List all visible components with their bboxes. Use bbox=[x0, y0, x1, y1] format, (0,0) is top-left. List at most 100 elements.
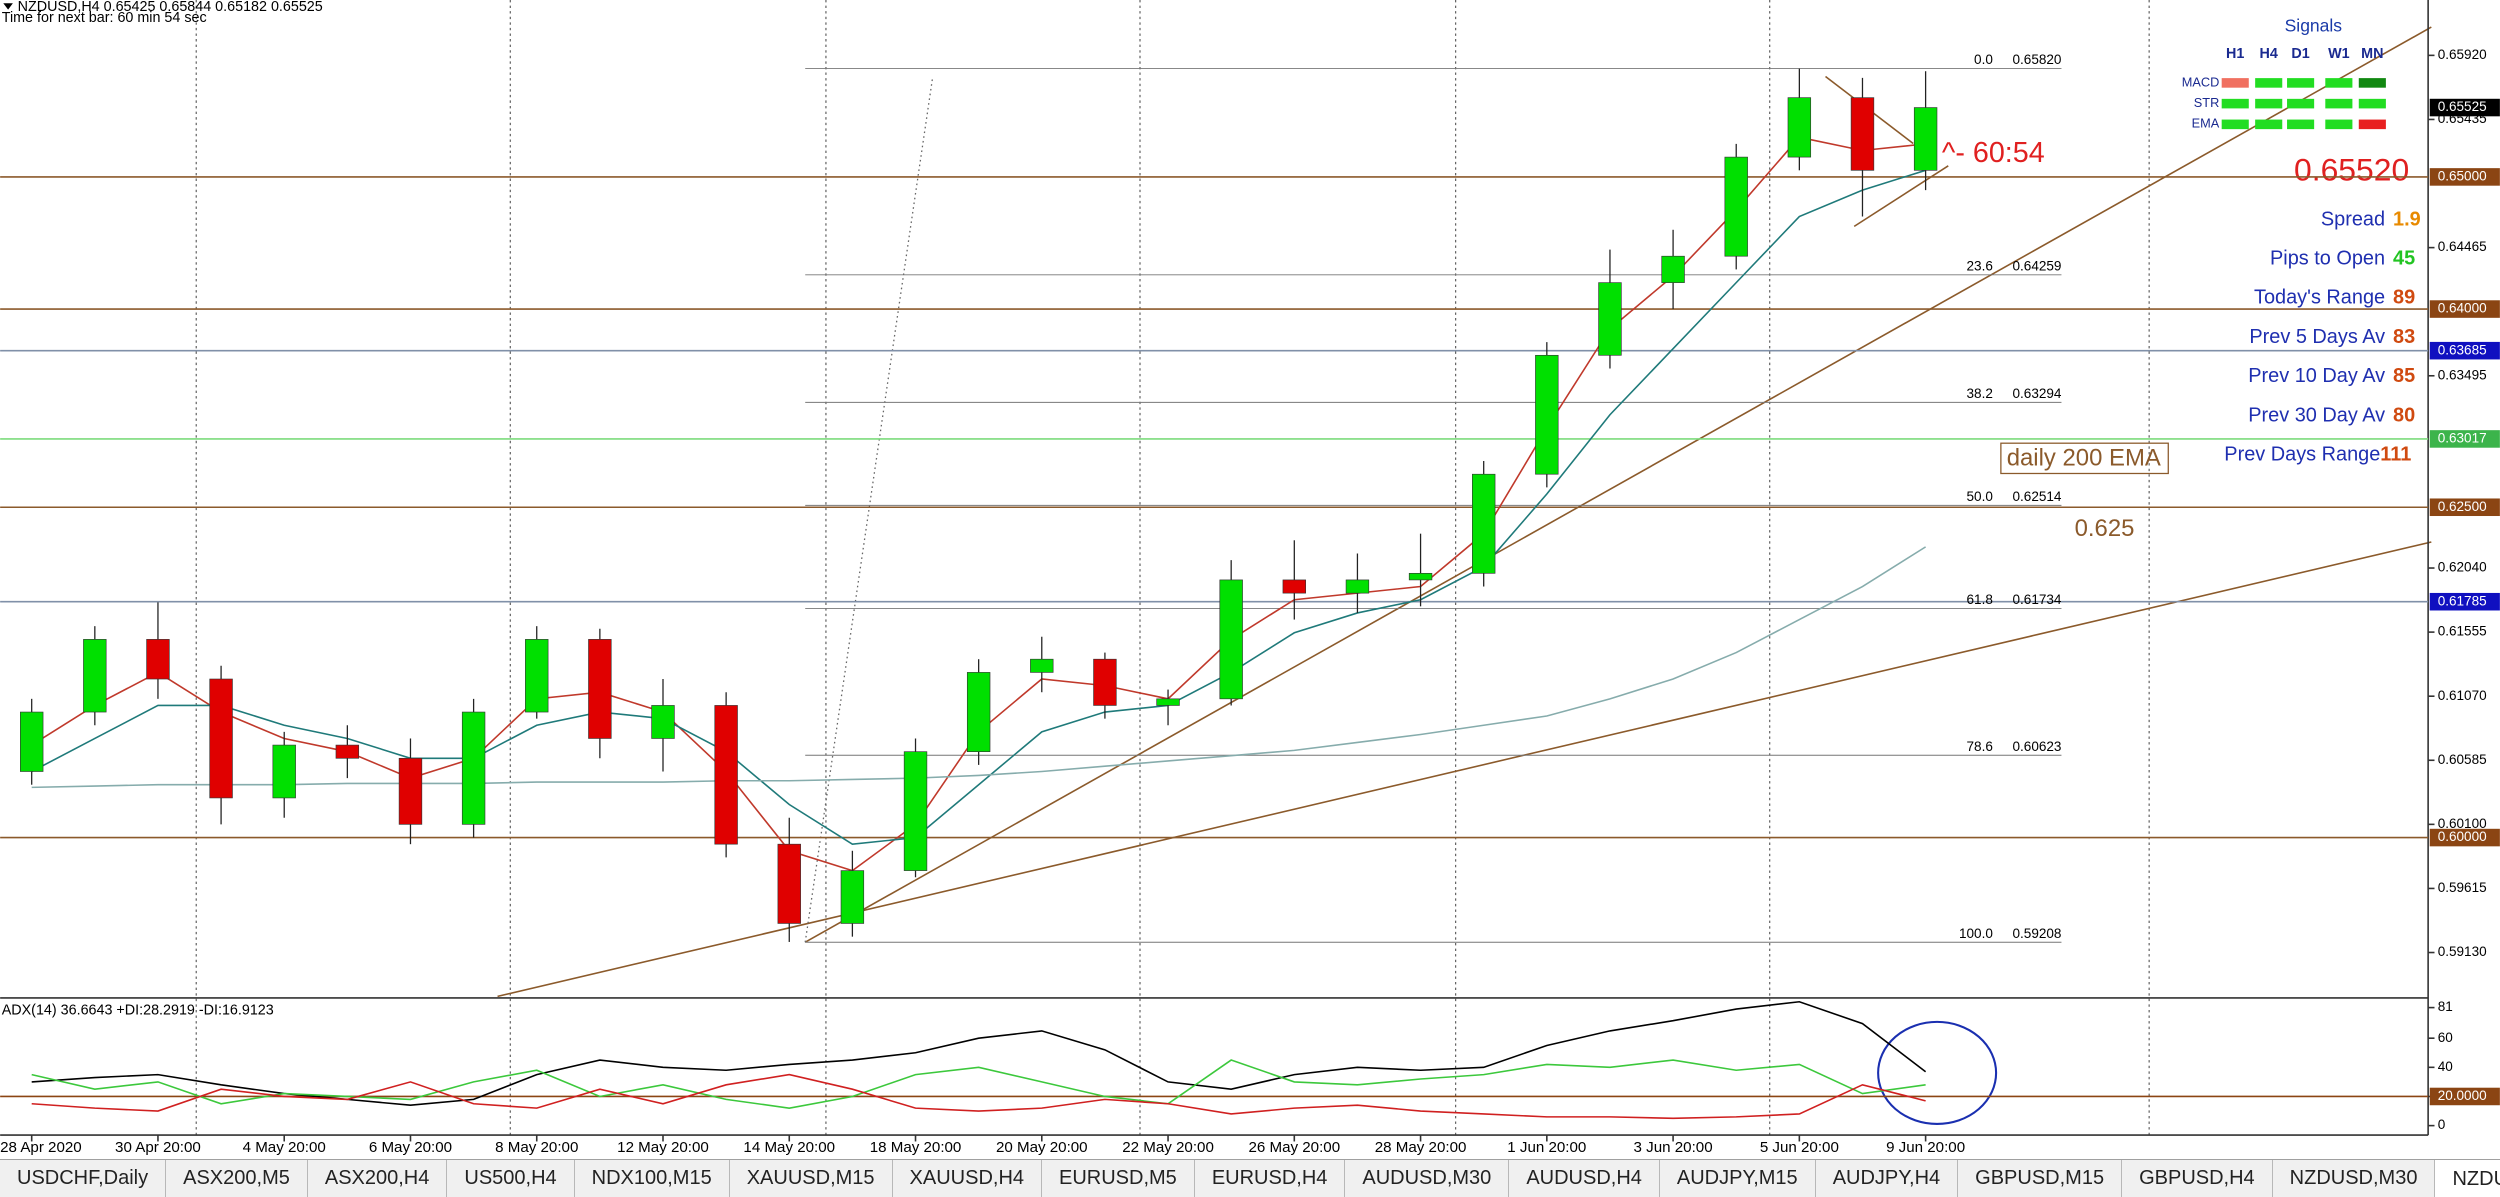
fib-level: 100.0 bbox=[1959, 926, 1993, 941]
tab[interactable]: AUDUSD,H4 bbox=[1509, 1160, 1660, 1197]
tab[interactable]: NZDUSD,H4 bbox=[2435, 1160, 2500, 1197]
candle-body bbox=[840, 870, 865, 924]
signal-box bbox=[2358, 119, 2386, 130]
fib-level: 78.6 bbox=[1967, 739, 1993, 754]
tab[interactable]: GBPUSD,H4 bbox=[2122, 1160, 2273, 1197]
stat-value: 89 bbox=[2393, 287, 2415, 309]
ema-label: daily 200 EMA bbox=[2007, 444, 2161, 471]
level-label-box bbox=[2429, 430, 2500, 448]
tab[interactable]: AUDJPY,M15 bbox=[1660, 1160, 1816, 1197]
symbol-line: NZDUSD,H4 0.65425 0.65844 0.65182 0.6552… bbox=[18, 0, 323, 15]
tab[interactable]: EURUSD,M5 bbox=[1042, 1160, 1195, 1197]
fib-price: 0.64259 bbox=[2012, 258, 2061, 273]
tab[interactable]: EURUSD,H4 bbox=[1195, 1160, 1346, 1197]
collapse-icon bbox=[3, 3, 13, 10]
signal-box bbox=[2325, 78, 2353, 88]
candle-body bbox=[1598, 282, 1622, 356]
candle-body bbox=[461, 711, 486, 825]
tab-bar: USDCHF,Daily ASX200,M5 ASX200,H4 US500,H4 ND… bbox=[0, 1159, 2500, 1197]
tab[interactable]: NZDUSD,M30 bbox=[2273, 1160, 2436, 1197]
chart: NZDUSD,H4 0.65425 0.65844 0.65182 0.6552… bbox=[0, 0, 2500, 1159]
fib-price: 0.62514 bbox=[2012, 489, 2061, 504]
y-tick-label: 0.60585 bbox=[2438, 752, 2487, 767]
bar-timer: Time for next bar: 60 min 54 sec bbox=[2, 10, 207, 26]
fib-price: 0.63294 bbox=[2012, 386, 2061, 401]
signal-row-label: EMA bbox=[2192, 116, 2220, 131]
x-tick-label: 9 Jun 20:00 bbox=[1886, 1139, 1965, 1156]
fib-price: 0.60623 bbox=[2012, 739, 2061, 754]
fib-level: 0.0 bbox=[1974, 52, 1993, 67]
fib-price: 0.61734 bbox=[2012, 592, 2061, 607]
level-label: 0.60000 bbox=[2438, 829, 2487, 844]
tab[interactable]: NDX100,M15 bbox=[575, 1160, 730, 1197]
signal-column: D1 bbox=[2291, 46, 2309, 62]
x-tick-label: 18 May 20:00 bbox=[870, 1139, 962, 1156]
tab[interactable]: ASX200,H4 bbox=[308, 1160, 448, 1197]
signal-box bbox=[2287, 98, 2315, 109]
signal-box bbox=[2325, 119, 2353, 130]
x-tick-label: 14 May 20:00 bbox=[743, 1139, 835, 1156]
moving-average bbox=[31, 546, 1927, 789]
tab[interactable]: XAUUSD,M15 bbox=[730, 1160, 893, 1197]
signal-box bbox=[2221, 119, 2249, 130]
stat-label: Prev 10 Day Av bbox=[2248, 365, 2385, 387]
x-tick-label: 4 May 20:00 bbox=[243, 1139, 326, 1156]
tab[interactable]: US500,H4 bbox=[447, 1160, 575, 1197]
signal-box bbox=[2221, 98, 2249, 109]
tab[interactable]: XAUUSD,H4 bbox=[893, 1160, 1043, 1197]
stat-label: Spread bbox=[2321, 208, 2385, 230]
x-tick-label: 20 May 20:00 bbox=[996, 1139, 1088, 1156]
level-label-box bbox=[2429, 300, 2500, 318]
y-tick-label: 0.59130 bbox=[2438, 944, 2487, 959]
stat-value: 85 bbox=[2393, 365, 2415, 387]
ema-box bbox=[2000, 442, 2169, 475]
signal-row-label: STR bbox=[2194, 95, 2220, 110]
candle-body bbox=[1156, 698, 1180, 706]
tab[interactable]: ASX200,M5 bbox=[166, 1160, 308, 1197]
fib-level: 61.8 bbox=[1967, 592, 1993, 607]
candle-body bbox=[714, 705, 738, 845]
candle-body bbox=[1345, 579, 1370, 594]
signal-box bbox=[2287, 78, 2315, 88]
tab[interactable]: AUDUSD,M30 bbox=[1345, 1160, 1510, 1197]
candle-body bbox=[1913, 107, 1938, 171]
y-tick-label: 20.0000 bbox=[2438, 1088, 2487, 1103]
fib-level: 50.0 bbox=[1967, 489, 1993, 504]
y-tick-label: 0.61555 bbox=[2438, 624, 2487, 639]
indicator-line bbox=[31, 1059, 1926, 1109]
candle-body bbox=[1282, 579, 1306, 594]
stat-label: Today's Range bbox=[2254, 287, 2385, 309]
signal-box bbox=[2325, 98, 2353, 109]
level-note: 0.625 bbox=[2075, 515, 2135, 542]
level-label: 0.62500 bbox=[2438, 499, 2487, 514]
signal-box bbox=[2287, 119, 2315, 130]
candle-body bbox=[272, 744, 296, 799]
candle-body bbox=[1408, 572, 1433, 581]
x-tick-label: 5 Jun 20:00 bbox=[1760, 1139, 1839, 1156]
candle-body bbox=[1724, 156, 1748, 257]
background bbox=[0, 0, 2500, 1159]
signal-column: W1 bbox=[2328, 46, 2350, 62]
stat-value: 83 bbox=[2393, 326, 2415, 348]
candle-body bbox=[525, 639, 549, 713]
candle-body bbox=[146, 639, 170, 680]
stat-value: 45 bbox=[2393, 247, 2415, 269]
tab[interactable]: AUDJPY,H4 bbox=[1816, 1160, 1959, 1197]
candle-body bbox=[335, 744, 360, 759]
level-label-box bbox=[2429, 341, 2500, 360]
level-label-box bbox=[2429, 498, 2500, 517]
tab[interactable]: USDCHF,Daily bbox=[0, 1160, 167, 1197]
tab[interactable]: GBPUSD,M15 bbox=[1958, 1160, 2123, 1197]
x-tick-label: 26 May 20:00 bbox=[1248, 1139, 1340, 1156]
x-tick-label: 8 May 20:00 bbox=[495, 1139, 578, 1156]
candle-body bbox=[1535, 354, 1559, 475]
price-display: 0.65520 bbox=[2294, 152, 2409, 188]
y-tick-label: 81 bbox=[2438, 999, 2453, 1014]
candle-body bbox=[966, 672, 991, 753]
candle-body bbox=[1661, 255, 1685, 283]
candle-body bbox=[1219, 579, 1243, 700]
candle-body bbox=[777, 843, 801, 924]
y-tick-label: 0.62040 bbox=[2438, 560, 2487, 575]
signal-box bbox=[2221, 78, 2249, 88]
